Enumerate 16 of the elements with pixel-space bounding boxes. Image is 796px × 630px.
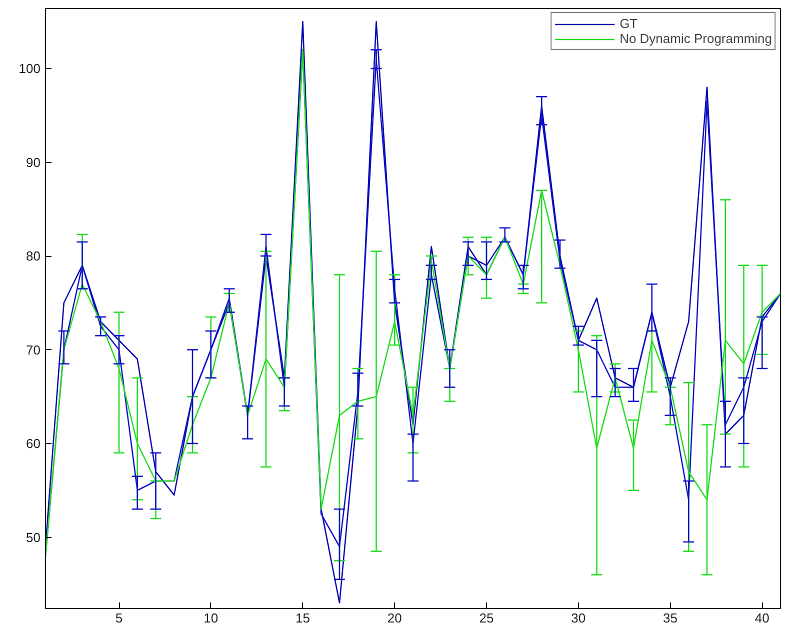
legend-label: No Dynamic Programming: [620, 31, 772, 46]
x-tick-label: 20: [387, 610, 402, 626]
x-tick-label: 15: [296, 610, 310, 626]
legend-label: GT: [620, 16, 639, 31]
x-tick-label: 25: [479, 610, 494, 626]
x-tick-label: 5: [115, 610, 123, 626]
y-tick-label: 90: [26, 154, 41, 170]
y-tick-label: 50: [26, 530, 41, 545]
x-tick-label: 30: [571, 610, 586, 626]
x-tick-label: 10: [204, 610, 218, 626]
x-tick-label: 35: [663, 610, 678, 626]
y-tick-label: 70: [26, 342, 41, 358]
y-tick-label: 60: [26, 436, 41, 451]
x-tick-label: 40: [754, 610, 770, 626]
y-tick-label: 100: [18, 61, 41, 76]
y-tick-label: 80: [26, 248, 41, 264]
